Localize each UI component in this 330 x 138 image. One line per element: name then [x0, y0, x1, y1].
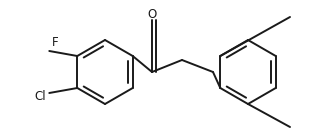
Text: O: O: [148, 7, 157, 21]
Text: Cl: Cl: [34, 90, 46, 103]
Text: F: F: [52, 36, 58, 50]
